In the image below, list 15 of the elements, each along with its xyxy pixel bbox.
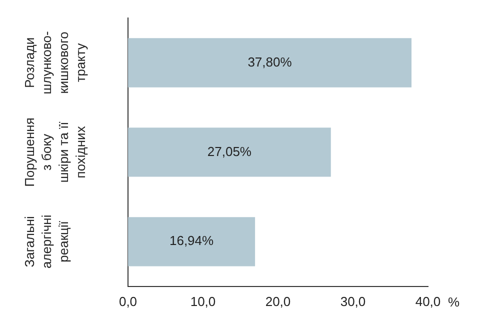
bar (128, 217, 256, 266)
x-tick-label: 0,0 (118, 294, 138, 309)
y-tick-label: Загальні алергічні реакції (22, 214, 72, 269)
data-label: 37,80% (248, 54, 292, 70)
data-label: 16,94% (169, 233, 214, 248)
x-axis-title: % (448, 294, 460, 310)
x-tick-label: 20,0 (265, 294, 291, 309)
bar (128, 128, 331, 177)
x-tick-label: 30,0 (340, 294, 366, 309)
y-tick-label: Порушення з боку шкіри та її похідних (22, 118, 88, 187)
x-tick-label: 10,0 (190, 294, 216, 309)
x-tick-label: 40,0 (415, 294, 441, 309)
y-tick-label: Розлади шлунково- кишкового тракту (22, 31, 88, 94)
bar (128, 38, 412, 88)
data-label: 27,05% (207, 144, 252, 159)
